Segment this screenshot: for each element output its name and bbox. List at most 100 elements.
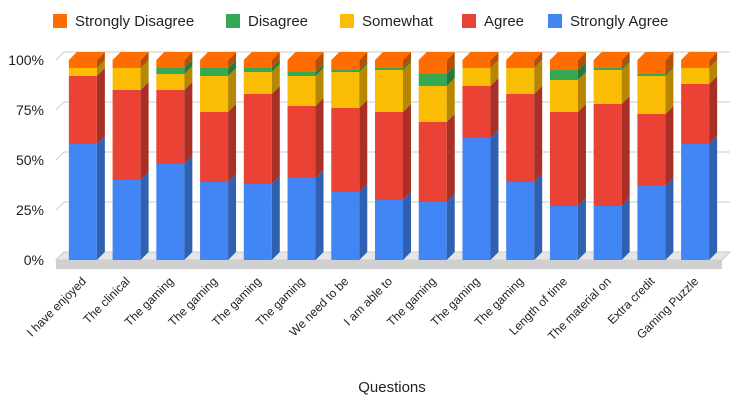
- bar-side: [184, 82, 193, 164]
- bar-segment: [243, 68, 272, 72]
- bar-segment: [156, 164, 185, 260]
- bar-segment: [243, 72, 272, 94]
- bar-side: [359, 100, 368, 192]
- bar-side: [534, 60, 543, 94]
- bar-side: [228, 104, 237, 182]
- bar-top: [331, 52, 368, 60]
- bar-segment: [375, 68, 403, 70]
- bar-side: [271, 176, 280, 260]
- bar-side: [709, 52, 718, 68]
- bar-segment: [375, 200, 403, 260]
- bar-segment: [462, 68, 491, 86]
- legend-label: Agree: [484, 13, 524, 30]
- bar-segment: [418, 60, 447, 74]
- bar-side: [271, 64, 280, 94]
- bar-side: [403, 52, 411, 68]
- bar-side: [315, 68, 324, 106]
- bar-side: [271, 52, 280, 68]
- bar-side: [315, 98, 324, 178]
- bar-side: [446, 66, 455, 86]
- legend-label: Strongly Disagree: [75, 13, 194, 30]
- bar-side: [228, 52, 237, 68]
- bar-segment: [593, 60, 622, 68]
- bar-segment: [112, 90, 141, 180]
- legend-swatch: [340, 14, 354, 28]
- bar-side: [96, 60, 105, 76]
- bar-side: [534, 52, 543, 68]
- bar-side: [96, 68, 105, 144]
- bar-segment: [68, 144, 97, 260]
- bar-side: [140, 52, 149, 68]
- bar-side: [271, 60, 280, 72]
- bar-side: [577, 72, 586, 112]
- bar-segment: [549, 206, 578, 260]
- gridline-depth: [55, 51, 65, 61]
- y-tick-label: 100%: [8, 52, 44, 68]
- bar-segment: [506, 68, 535, 94]
- bar-segment: [112, 68, 141, 90]
- bar-segment: [331, 72, 360, 108]
- bar-segment: [681, 60, 710, 68]
- bar-side: [271, 86, 280, 184]
- bar-top: [637, 52, 674, 60]
- bar-side: [665, 178, 674, 260]
- bar-top: [287, 52, 324, 60]
- bar-top: [200, 52, 237, 60]
- bar-segment: [287, 72, 316, 76]
- bar-segment: [549, 80, 578, 112]
- bar-side: [665, 106, 674, 186]
- bar-side: [315, 64, 324, 76]
- bar-segment: [462, 86, 491, 138]
- gridline-depth: [55, 151, 65, 161]
- bar-side: [403, 192, 411, 260]
- bar-side: [359, 62, 368, 72]
- bar-side: [184, 60, 193, 74]
- bar-side: [621, 198, 630, 260]
- bar-side: [534, 86, 543, 182]
- bar-side: [665, 66, 674, 76]
- y-tick-label: 75%: [16, 102, 44, 118]
- bar-segment: [593, 206, 622, 260]
- y-tick-label: 25%: [16, 202, 44, 218]
- legend-swatch: [226, 14, 240, 28]
- bar-segment: [375, 70, 403, 112]
- bar-segment: [68, 68, 97, 76]
- gridline-depth: [55, 201, 65, 211]
- bar-side: [534, 174, 543, 260]
- bar-side: [403, 62, 411, 112]
- bar-top: [112, 52, 149, 60]
- bar-segment: [200, 76, 229, 112]
- bar-top: [681, 52, 718, 60]
- y-tick-label: 50%: [16, 152, 44, 168]
- bar-side: [577, 198, 586, 260]
- x-axis-title: Questions: [358, 379, 426, 396]
- bar-side: [490, 60, 499, 86]
- bar-segment: [593, 70, 622, 104]
- bar-side: [96, 136, 105, 260]
- bar-side: [228, 68, 237, 112]
- bar-side: [621, 96, 630, 206]
- bar-segment: [549, 60, 578, 70]
- legend-label: Somewhat: [362, 13, 434, 30]
- bar-side: [709, 76, 718, 144]
- bar-segment: [549, 70, 578, 80]
- bar-segment: [506, 60, 535, 68]
- bar-segment: [200, 112, 229, 182]
- bar-segment: [462, 60, 491, 68]
- bar-top: [68, 52, 105, 60]
- bar-segment: [681, 84, 710, 144]
- bar-segment: [681, 68, 710, 84]
- bar-side: [315, 170, 324, 260]
- bar-side: [96, 52, 105, 68]
- bar-side: [621, 52, 630, 68]
- bar-segment: [200, 60, 229, 68]
- bar-top: [506, 52, 543, 60]
- bar-side: [403, 104, 411, 200]
- bar-side: [446, 194, 455, 260]
- bar-segment: [68, 76, 97, 144]
- bar-segment: [375, 112, 403, 200]
- bar-side: [577, 52, 586, 70]
- bar-segment: [462, 138, 491, 260]
- bar-side: [490, 78, 499, 138]
